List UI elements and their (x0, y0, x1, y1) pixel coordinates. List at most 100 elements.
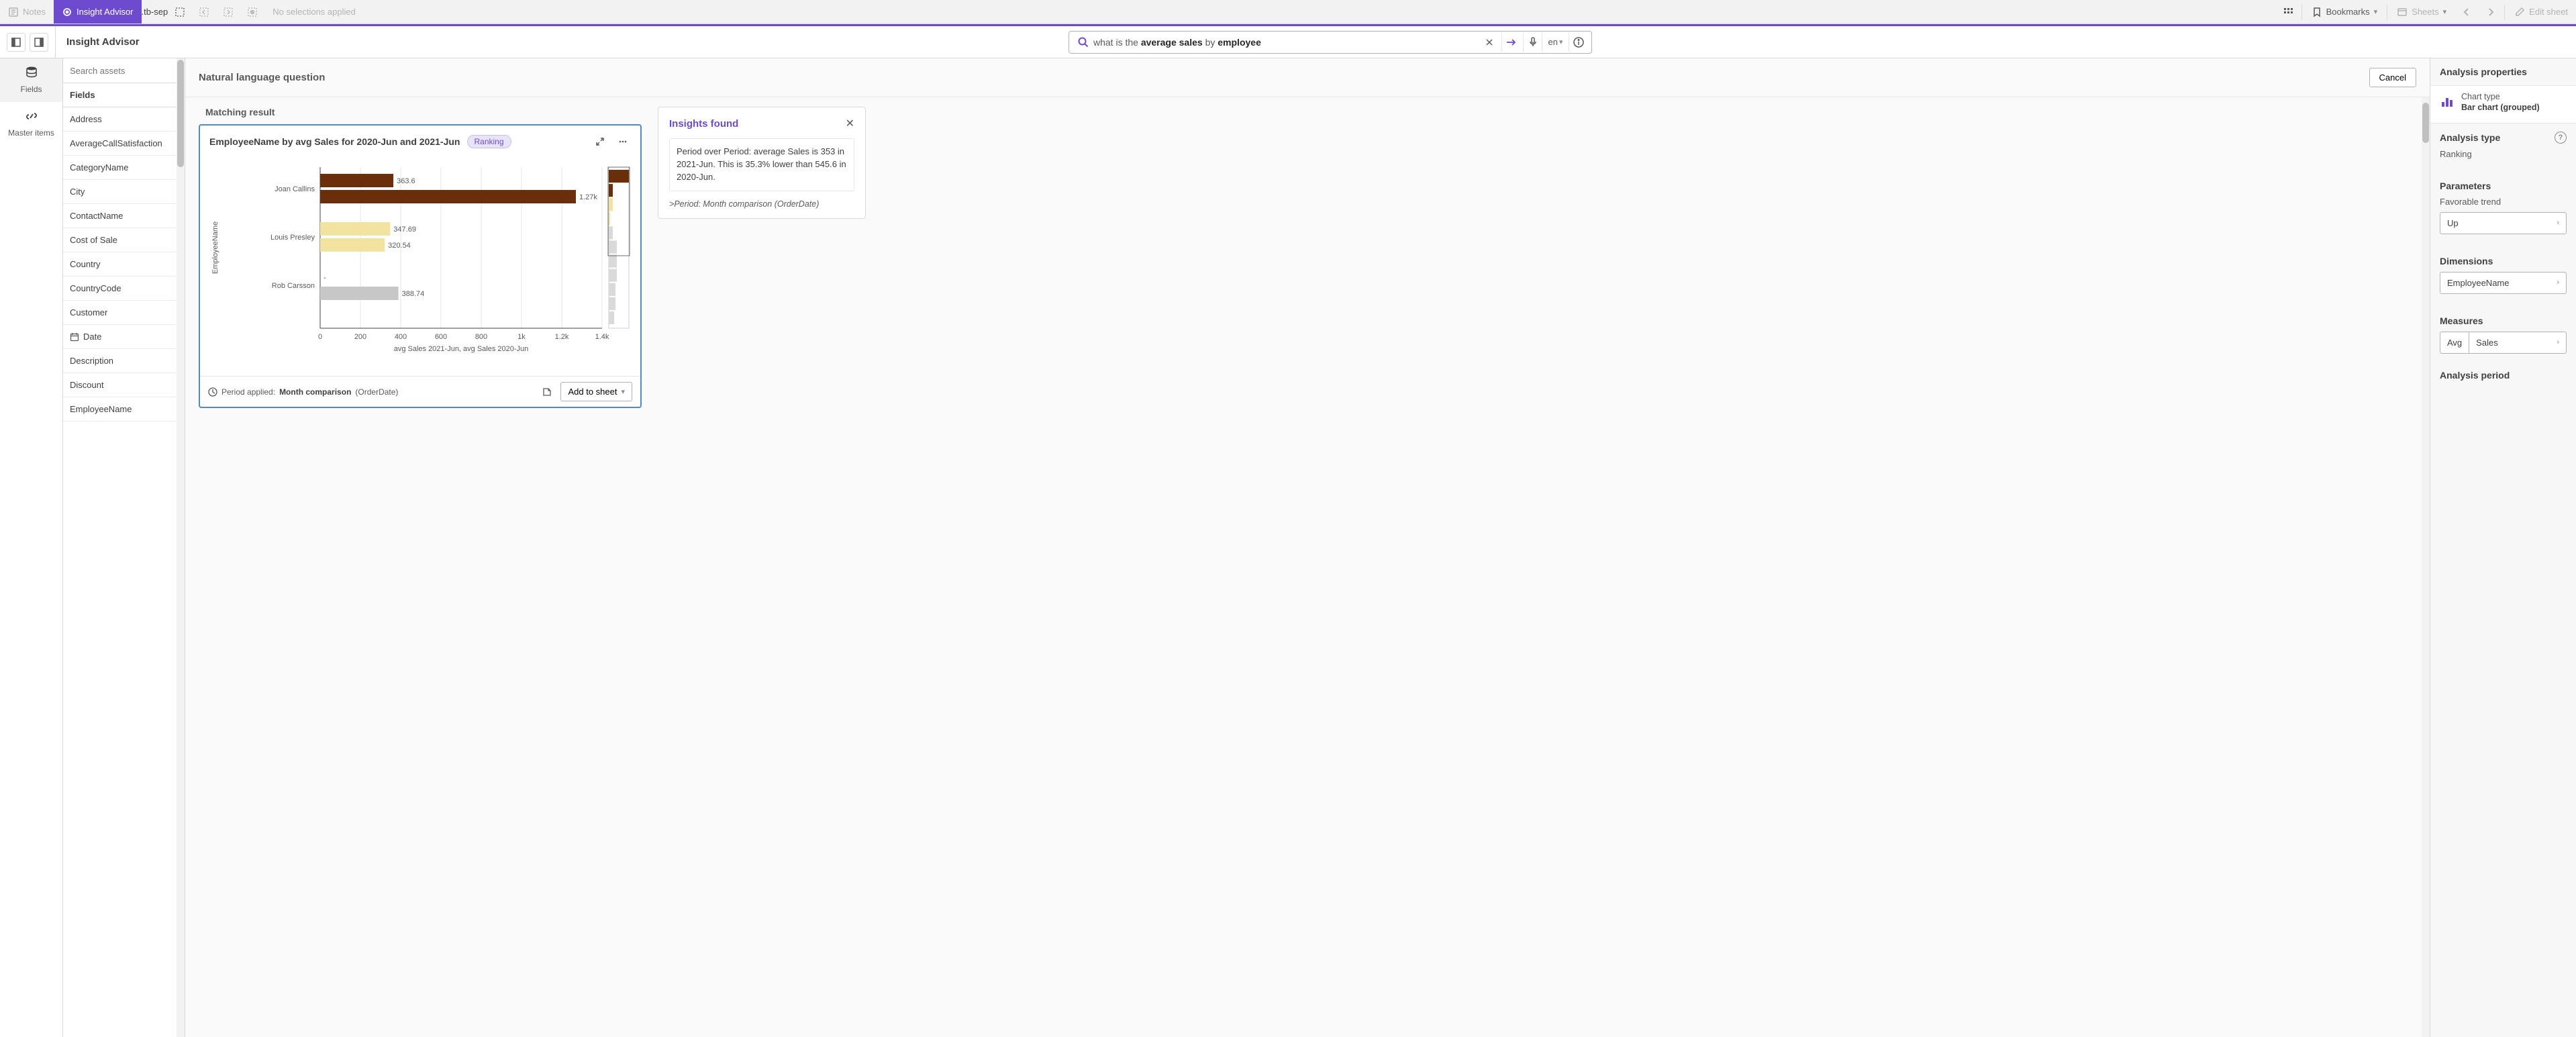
right-panel-toggle[interactable] (30, 33, 48, 52)
parameters-heading: Parameters (2440, 181, 2567, 191)
field-item[interactable]: Country (63, 252, 185, 277)
apps-grid-icon[interactable] (2276, 0, 2300, 23)
field-item[interactable]: Cost of Sale (63, 228, 185, 252)
field-item[interactable]: Description (63, 349, 185, 373)
insight-advisor-label: Insight Advisor (77, 7, 134, 17)
info-icon[interactable]: ? (2555, 132, 2567, 144)
next-sheet-icon[interactable] (2479, 0, 2503, 23)
dimension-select[interactable]: EmployeeName › (2440, 272, 2567, 294)
notes-label: Notes (23, 7, 46, 17)
svg-text:EmployeeName: EmployeeName (211, 221, 219, 274)
matching-result-label: Matching result (199, 107, 642, 124)
field-item[interactable]: ContactName (63, 204, 185, 228)
fields-search-input[interactable] (63, 58, 185, 83)
close-insights-icon[interactable]: ✕ (846, 117, 854, 130)
search-icon (1073, 36, 1093, 48)
field-item[interactable]: CategoryName (63, 156, 185, 180)
rail-master-label: Master items (8, 128, 54, 138)
field-item[interactable]: AverageCallSatisfaction (63, 132, 185, 156)
center-scrollbar[interactable] (2422, 97, 2430, 1037)
cancel-button[interactable]: Cancel (2369, 68, 2416, 87)
field-item[interactable]: City (63, 180, 185, 204)
analysis-properties-panel: Analysis properties Chart type Bar chart… (2430, 58, 2576, 1037)
step-back-icon[interactable] (192, 0, 216, 23)
fields-scrollbar[interactable] (177, 58, 185, 1037)
link-icon (25, 110, 38, 126)
svg-text:1.2k: 1.2k (555, 333, 569, 341)
field-item[interactable]: Customer (63, 301, 185, 325)
page-title: Insight Advisor (55, 26, 231, 58)
sheets-label: Sheets (2412, 7, 2438, 17)
expand-chart-icon[interactable] (592, 134, 608, 150)
language-select[interactable]: en▾ (1542, 33, 1569, 52)
no-selections-text: No selections applied (264, 0, 364, 23)
left-rail: Fields Master items (0, 58, 63, 1037)
insight-meta: >Period: Month comparison (OrderDate) (669, 199, 854, 209)
query-info-icon[interactable] (1569, 33, 1587, 52)
fields-panel: Fields AddressAverageCallSatisfactionCat… (63, 58, 185, 1037)
svg-text:0: 0 (318, 333, 322, 341)
svg-text:200: 200 (354, 333, 366, 341)
analysis-type-value: Ranking (2440, 149, 2567, 159)
svg-text:388.74: 388.74 (402, 290, 425, 298)
clear-query-icon[interactable] (1480, 33, 1499, 52)
measures-heading: Measures (2440, 315, 2567, 326)
svg-text:1k: 1k (517, 333, 526, 341)
svg-text:400: 400 (395, 333, 407, 341)
field-item[interactable]: Discount (63, 373, 185, 397)
edit-sheet-button[interactable]: Edit sheet (2506, 0, 2576, 23)
field-item[interactable]: Date (63, 325, 185, 349)
trend-select[interactable]: Up › (2440, 212, 2567, 234)
chart-title: EmployeeName by avg Sales for 2020-Jun a… (209, 136, 460, 147)
left-panel-toggle[interactable] (7, 33, 26, 52)
ranking-badge: Ranking (467, 135, 511, 148)
chart-menu-icon[interactable] (615, 134, 631, 150)
chevron-down-icon: ▾ (2374, 7, 2378, 16)
query-input[interactable]: what is the average sales by employee en… (1069, 31, 1592, 54)
smart-selection-icon[interactable] (168, 0, 192, 23)
svg-text:Louis Presley: Louis Presley (270, 234, 315, 242)
narrate-icon[interactable] (539, 384, 555, 400)
database-icon (25, 66, 38, 82)
sheets-button[interactable]: Sheets ▾ (2389, 0, 2455, 23)
bookmarks-button[interactable]: Bookmarks ▾ (2303, 0, 2386, 23)
submit-query-icon[interactable] (1501, 33, 1520, 52)
chevron-down-icon: ▾ (2443, 7, 2447, 16)
rail-master-items[interactable]: Master items (0, 102, 62, 146)
clear-selection-icon[interactable] (240, 0, 264, 23)
prev-sheet-icon[interactable] (2455, 0, 2479, 23)
svg-text:347.69: 347.69 (393, 226, 416, 234)
rail-fields-label: Fields (20, 85, 42, 94)
notes-button[interactable]: Notes (0, 0, 54, 23)
bookmarks-label: Bookmarks (2326, 7, 2370, 17)
analysis-type-heading: Analysis type (2440, 132, 2500, 143)
insight-text: Period over Period: average Sales is 353… (669, 138, 854, 191)
center-pane: Natural language question Cancel Matchin… (185, 58, 2430, 1037)
step-forward-icon[interactable] (216, 0, 240, 23)
analysis-period-heading: Analysis period (2440, 370, 2567, 381)
field-item[interactable]: CountryCode (63, 277, 185, 301)
voice-input-icon[interactable] (1523, 33, 1542, 52)
svg-text:Rob Carsson: Rob Carsson (272, 282, 315, 290)
field-item[interactable]: Address (63, 107, 185, 132)
chart-card: EmployeeName by avg Sales for 2020-Jun a… (199, 124, 642, 408)
rail-fields[interactable]: Fields (0, 58, 62, 102)
chevron-right-icon: › (2557, 219, 2559, 227)
insight-advisor-button[interactable]: Insight Advisor (54, 0, 142, 23)
chart-type-row[interactable]: Chart type Bar chart (grouped) (2430, 85, 2576, 124)
svg-text:800: 800 (475, 333, 487, 341)
chevron-right-icon: › (2557, 279, 2559, 287)
chart-type-label: Chart type (2461, 91, 2540, 102)
insights-title: Insights found (669, 118, 738, 130)
query-text: what is the average sales by employee (1093, 37, 1477, 48)
svg-text:-: - (324, 274, 326, 282)
insights-card: Insights found ✕ Period over Period: ave… (658, 107, 866, 219)
svg-text:320.54: 320.54 (388, 242, 411, 250)
add-to-sheet-button[interactable]: Add to sheet ▾ (560, 382, 632, 401)
measure-select[interactable]: Avg Sales › (2440, 332, 2567, 354)
svg-text:1.27k: 1.27k (579, 193, 597, 201)
svg-text:600: 600 (435, 333, 447, 341)
field-item[interactable]: EmployeeName (63, 397, 185, 422)
dimensions-heading: Dimensions (2440, 256, 2567, 266)
chevron-down-icon: ▾ (621, 387, 625, 396)
